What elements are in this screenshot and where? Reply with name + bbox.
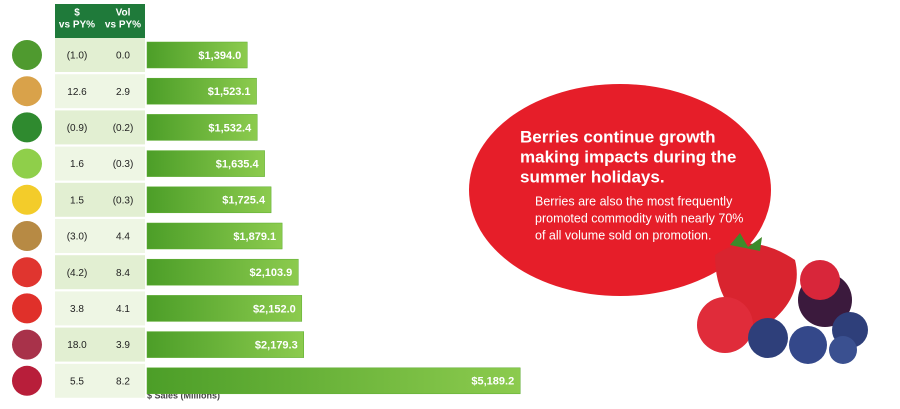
table-header: Vol <box>116 8 131 19</box>
table-header: vs PY% <box>105 20 141 31</box>
callout-title: making impacts during the <box>520 147 736 166</box>
value-label: $5,189.2 <box>471 376 514 388</box>
x-axis-label: $ Sales (Millions) <box>147 390 220 400</box>
table-row-bg <box>55 182 145 217</box>
callout-title: summer holidays. <box>520 167 665 186</box>
callout-body: promoted commodity with nearly 70% <box>535 211 743 225</box>
vol-vs-py: 3.9 <box>116 340 130 351</box>
callout-title: Berries continue growth <box>520 127 716 146</box>
vol-vs-py: (0.3) <box>113 159 134 170</box>
dollar-vs-py: 1.6 <box>70 159 84 170</box>
table-header-bg <box>55 4 145 38</box>
dollar-vs-py: (3.0) <box>67 232 88 243</box>
produce-icon <box>12 40 42 70</box>
value-label: $1,532.4 <box>208 122 252 134</box>
bar <box>146 114 258 141</box>
dollar-vs-py: 18.0 <box>67 340 87 351</box>
berries-image <box>697 233 868 364</box>
table-row-bg <box>55 146 145 181</box>
dollar-vs-py: 12.6 <box>67 87 87 98</box>
dollar-vs-py: 5.5 <box>70 376 84 387</box>
bar <box>146 258 299 286</box>
vol-vs-py: 8.2 <box>116 376 130 387</box>
table-row-bg <box>55 219 145 253</box>
table-row-bg <box>55 74 145 109</box>
callout-body: of all volume sold on promotion. <box>535 228 711 242</box>
value-label: $2,103.9 <box>249 267 292 279</box>
produce-icon <box>12 329 42 360</box>
value-label: $2,152.0 <box>253 303 296 315</box>
value-label: $1,725.4 <box>222 195 266 207</box>
bar <box>146 186 272 214</box>
bar <box>146 367 521 395</box>
table-header: $ <box>74 8 80 19</box>
produce-icon <box>12 76 42 107</box>
vol-vs-py: 2.9 <box>116 87 130 98</box>
vol-vs-py: (0.2) <box>113 123 134 134</box>
table-row-bg <box>55 38 145 72</box>
value-label: $1,635.4 <box>216 159 260 171</box>
table-row-bg <box>55 363 145 398</box>
bar <box>146 41 248 69</box>
produce-icon <box>12 293 42 324</box>
table-row-bg <box>55 110 145 145</box>
bar <box>146 150 265 177</box>
bar <box>146 331 304 358</box>
produce-icon <box>12 365 42 396</box>
callout-bubble <box>469 84 771 296</box>
dollar-vs-py: 3.8 <box>70 304 84 315</box>
produce-icon <box>12 148 42 179</box>
vol-vs-py: 4.4 <box>116 232 130 243</box>
produce-icon <box>12 257 42 288</box>
value-label: $2,179.3 <box>255 340 298 352</box>
value-label: $1,879.1 <box>233 231 276 243</box>
table-header: vs PY% <box>59 20 95 31</box>
table-row-bg <box>55 327 145 362</box>
value-label: $1,394.0 <box>198 50 241 62</box>
produce-icon <box>12 184 42 215</box>
table-row-bg <box>55 291 145 326</box>
bar <box>146 222 283 250</box>
dollar-vs-py: (1.0) <box>67 51 88 62</box>
callout-body: Berries are also the most frequently <box>535 194 733 208</box>
dollar-vs-py: (0.9) <box>67 123 88 134</box>
vol-vs-py: 4.1 <box>116 304 130 315</box>
value-label: $1,523.1 <box>208 86 251 98</box>
dollar-vs-py: (4.2) <box>67 268 88 279</box>
produce-icon <box>12 112 42 143</box>
bar <box>146 295 303 322</box>
vol-vs-py: 0.0 <box>116 51 130 62</box>
vol-vs-py: (0.3) <box>113 195 134 206</box>
table-row-bg <box>55 255 145 290</box>
bar <box>146 77 257 105</box>
produce-icon <box>12 221 42 251</box>
dollar-vs-py: 1.5 <box>70 195 84 206</box>
vol-vs-py: 8.4 <box>116 268 130 279</box>
